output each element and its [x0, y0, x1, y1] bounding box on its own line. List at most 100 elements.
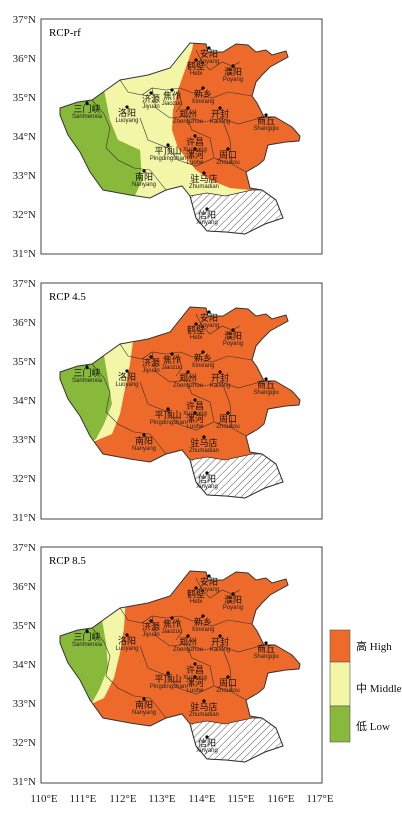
lat-tick: 33°N [13, 170, 36, 182]
city-name-en: Luoyang [115, 118, 138, 124]
city-dot [264, 113, 268, 117]
city-name-cn: 焦作 [163, 90, 181, 102]
city-name-cn: 新乡 [194, 88, 212, 100]
city-dot [205, 735, 209, 739]
city-dot [207, 46, 211, 50]
city-name-cn: 平顶山 [154, 146, 181, 157]
city-name-en: Jiaozuo [162, 629, 183, 635]
city-dot [125, 633, 129, 637]
panel-frames [40, 18, 323, 784]
city-name-cn: 焦作 [163, 618, 181, 630]
city-name-cn: 郑州 [179, 108, 197, 120]
city-name-cn: 焦作 [163, 354, 181, 366]
city-dot [142, 169, 146, 173]
city-name-cn: 开封 [211, 372, 229, 384]
city-dot [125, 105, 129, 109]
city-dot [186, 634, 190, 638]
city-name-en: Anyang [199, 587, 219, 593]
lat-tick: 35°N [13, 620, 36, 632]
city-name-en: Kaifeng [210, 647, 230, 653]
city-name-cn: 平顶山 [154, 410, 181, 421]
lat-tick: 32°N [13, 209, 36, 221]
city-dot [207, 574, 211, 578]
city-dot [149, 91, 153, 95]
city-name-en: Nanyang [132, 182, 156, 188]
city-dot [85, 629, 89, 633]
lat-tick: 32°N [13, 473, 36, 485]
city-dot [202, 171, 206, 175]
city-dot [166, 407, 170, 411]
legend-label-high: 高 High [356, 639, 392, 653]
panel-label: RCP-rf [49, 27, 81, 39]
lat-tick: 36°N [13, 53, 36, 65]
city-dot [205, 471, 209, 475]
city-name-en: Zhoukou [216, 160, 239, 166]
city-name-cn: 南阳 [135, 435, 153, 447]
city-name-cn: 开封 [211, 636, 229, 648]
panel-label: RCP 8.5 [49, 555, 86, 567]
city-name-en: Kaifeng [210, 119, 230, 125]
city-dot [193, 398, 197, 402]
city-name-cn: 安阳 [200, 312, 218, 324]
city-name-cn: 许昌 [186, 400, 204, 412]
lon-tick: 113°E [148, 793, 175, 805]
city-name-cn: 周口 [219, 150, 237, 161]
city-dot [226, 675, 230, 679]
city-name-en: Luoyang [115, 382, 138, 388]
city-name-en: Luohe [187, 424, 204, 430]
city-dot [207, 310, 211, 314]
city-name-en: Kaifeng [210, 383, 230, 389]
city-dot [170, 88, 174, 92]
city-name-cn: 郑州 [179, 372, 197, 384]
city-name-en: Luoyang [115, 646, 138, 652]
city-name-en: Jiyuan [142, 632, 159, 638]
city-name-en: Pingdingshan [150, 684, 186, 690]
city-dot [142, 697, 146, 701]
lat-tick: 31°N [13, 776, 36, 788]
map-panel-rcp-8-5: RCP 8.5 [49, 555, 301, 763]
city-dot [218, 370, 222, 374]
city-name-en: Shangqiu [253, 654, 278, 660]
city-name-cn: 许昌 [186, 664, 204, 676]
city-name-en: Nanyang [132, 446, 156, 452]
city-name-en: Xinxiang [191, 627, 214, 633]
city-dot [205, 207, 209, 211]
city-dot [170, 616, 174, 620]
lat-tick: 37°N [13, 14, 36, 26]
city-dot [264, 641, 268, 645]
city-name-cn: 洛阳 [118, 107, 136, 119]
city-name-en: Hebi [190, 71, 202, 77]
city-name-en: Shangqiu [253, 390, 278, 396]
lon-tick: 111°E [70, 793, 97, 805]
city-name-cn: 濮阳 [224, 594, 242, 606]
city-name-cn: 驻马店 [190, 437, 217, 449]
city-name-cn: 安阳 [200, 48, 218, 60]
lat-tick: 34°N [13, 395, 36, 407]
city-name-cn: 驻马店 [190, 173, 217, 185]
city-name-en: Zhengzhou [173, 119, 203, 125]
city-dot [193, 662, 197, 666]
city-name-cn: 郑州 [179, 636, 197, 648]
city-dot [231, 592, 235, 596]
city-dot [186, 370, 190, 374]
city-dot [186, 106, 190, 110]
city-dot [194, 586, 198, 590]
